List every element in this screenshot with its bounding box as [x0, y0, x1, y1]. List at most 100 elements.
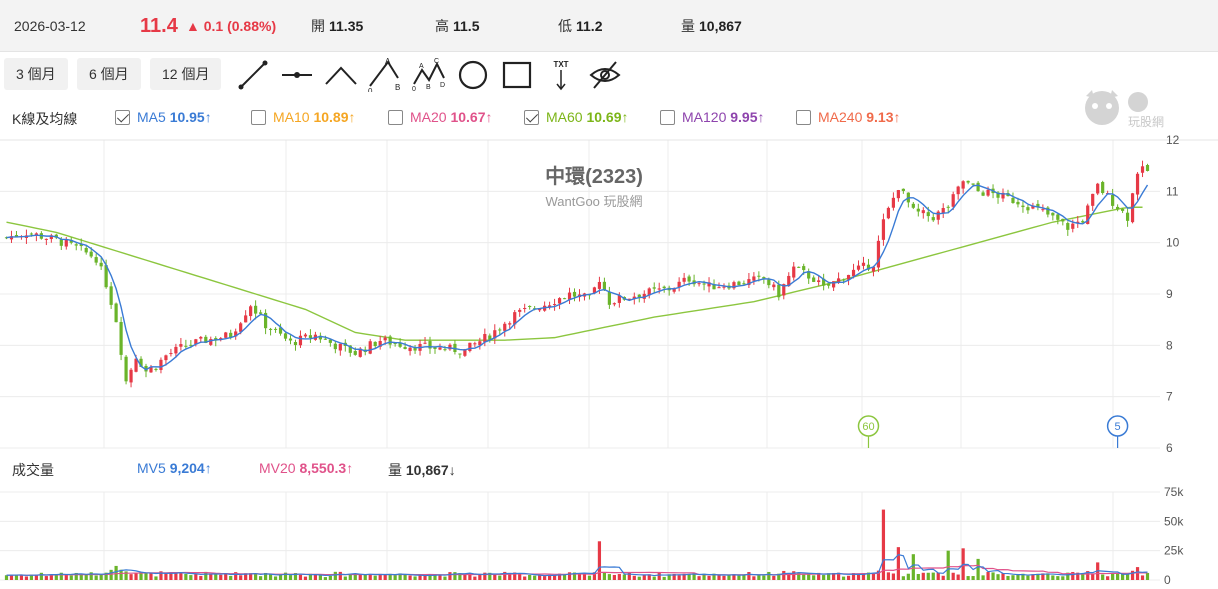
period-6m-button[interactable]: 6 個月 — [77, 58, 141, 90]
ma20-checkbox[interactable] — [388, 110, 403, 125]
candle-body — [817, 280, 821, 283]
volume-bar — [29, 574, 34, 580]
volume-bar — [727, 574, 731, 580]
candle-body — [109, 286, 113, 305]
ma-marker-circle — [857, 415, 880, 437]
volume-bar — [602, 572, 607, 580]
candle-body — [792, 266, 796, 278]
volume-bar — [94, 575, 98, 580]
ma10-checkbox[interactable] — [251, 110, 266, 125]
ma240-checkbox[interactable] — [796, 110, 811, 125]
volume-bar — [488, 572, 492, 580]
volume-bar — [124, 571, 128, 580]
candle-body — [1076, 221, 1080, 224]
line-tool-icon[interactable] — [236, 58, 270, 92]
volume-bar — [328, 575, 332, 580]
price-tick-label: 11 — [1166, 184, 1179, 198]
abcd-pattern-tool-icon[interactable]: A B C D 0 — [412, 58, 446, 92]
volume-bar — [557, 573, 562, 580]
candle-body — [273, 328, 278, 330]
candle-body — [941, 208, 945, 214]
candle-body — [652, 287, 656, 289]
volume-bar — [797, 573, 801, 580]
candle-body — [1145, 164, 1150, 171]
volume-bar — [378, 573, 382, 580]
candle-body — [204, 336, 208, 343]
candle-body — [403, 347, 407, 349]
period-12m-button[interactable]: 12 個月 — [150, 58, 222, 90]
volume-bar — [204, 571, 208, 580]
angle-tool-icon[interactable] — [324, 58, 358, 92]
volume-bar — [513, 572, 517, 580]
candle-body — [876, 240, 881, 268]
ma5-checkbox[interactable] — [115, 110, 130, 125]
volume-bar — [134, 573, 138, 580]
volume-bar — [1061, 576, 1065, 580]
volume-bar — [697, 576, 701, 580]
period-3m-button[interactable]: 3 個月 — [4, 58, 68, 90]
candle-body — [787, 275, 791, 287]
volume-bar — [1111, 572, 1115, 580]
candle-body — [856, 265, 861, 270]
mv20-legend: MV20 8,550.3↑ — [259, 460, 354, 476]
volume-bar — [851, 573, 856, 580]
volume-bar — [1140, 575, 1145, 580]
candle-body — [114, 303, 118, 323]
volume-bar — [473, 576, 477, 580]
candle-body — [782, 284, 786, 296]
volume-bar — [1021, 573, 1025, 580]
horizontal-line-tool-icon[interactable] — [280, 58, 314, 92]
volume-bar — [946, 550, 950, 580]
volume-bar — [627, 572, 631, 580]
volume-bar — [493, 574, 497, 580]
candle-body — [1111, 194, 1115, 206]
volume-bar — [109, 569, 113, 580]
candle-body — [627, 298, 631, 300]
volume-bar — [906, 573, 910, 580]
price-tick-label: 9 — [1166, 287, 1173, 301]
candle-body — [254, 305, 258, 314]
candle-body — [846, 274, 851, 280]
ma60-path — [6, 206, 1143, 341]
ma5-legend: MA5 10.95↑ — [137, 109, 212, 125]
candle-body — [662, 286, 666, 289]
volume-bar — [1086, 571, 1090, 580]
volume-bar — [398, 573, 402, 580]
abc-pattern-tool-icon[interactable]: A B 0 — [368, 58, 402, 92]
candle-body — [9, 236, 14, 240]
high-value: 11.5 — [453, 18, 480, 34]
wantgoo-logo: 玩股網 — [1085, 90, 1164, 129]
candle-body — [1041, 209, 1045, 211]
volume-bar — [139, 572, 143, 580]
candle-body — [607, 291, 611, 305]
candle-body — [1026, 207, 1030, 211]
candle-body — [44, 238, 48, 240]
volume-bar — [214, 574, 218, 580]
candle-body — [717, 287, 721, 289]
volume-bar — [792, 571, 796, 580]
volume-bar — [996, 574, 1000, 580]
candle-body — [632, 296, 636, 300]
candle-body — [827, 283, 831, 286]
ma-markers: 60 5 — [857, 415, 1129, 448]
circle-tool-icon[interactable] — [456, 58, 490, 92]
candle-body — [951, 194, 955, 207]
volume-bar — [44, 576, 48, 580]
ma60-checkbox[interactable] — [524, 110, 539, 125]
candle-body — [1051, 212, 1055, 216]
candle-body — [34, 233, 38, 236]
hide-drawings-icon[interactable] — [588, 58, 622, 92]
candle-body — [1116, 206, 1120, 210]
candle-body — [328, 339, 332, 343]
rectangle-tool-icon[interactable] — [500, 58, 534, 92]
volume-bar — [259, 576, 263, 580]
candle-body — [353, 351, 357, 355]
candle-body — [552, 304, 557, 306]
svg-text:D: D — [440, 82, 445, 89]
candle-body — [493, 330, 497, 339]
candle-body — [209, 339, 213, 345]
volume-bar — [149, 572, 153, 580]
ma120-checkbox[interactable] — [660, 110, 675, 125]
text-tool-icon[interactable]: TXT — [544, 58, 578, 92]
